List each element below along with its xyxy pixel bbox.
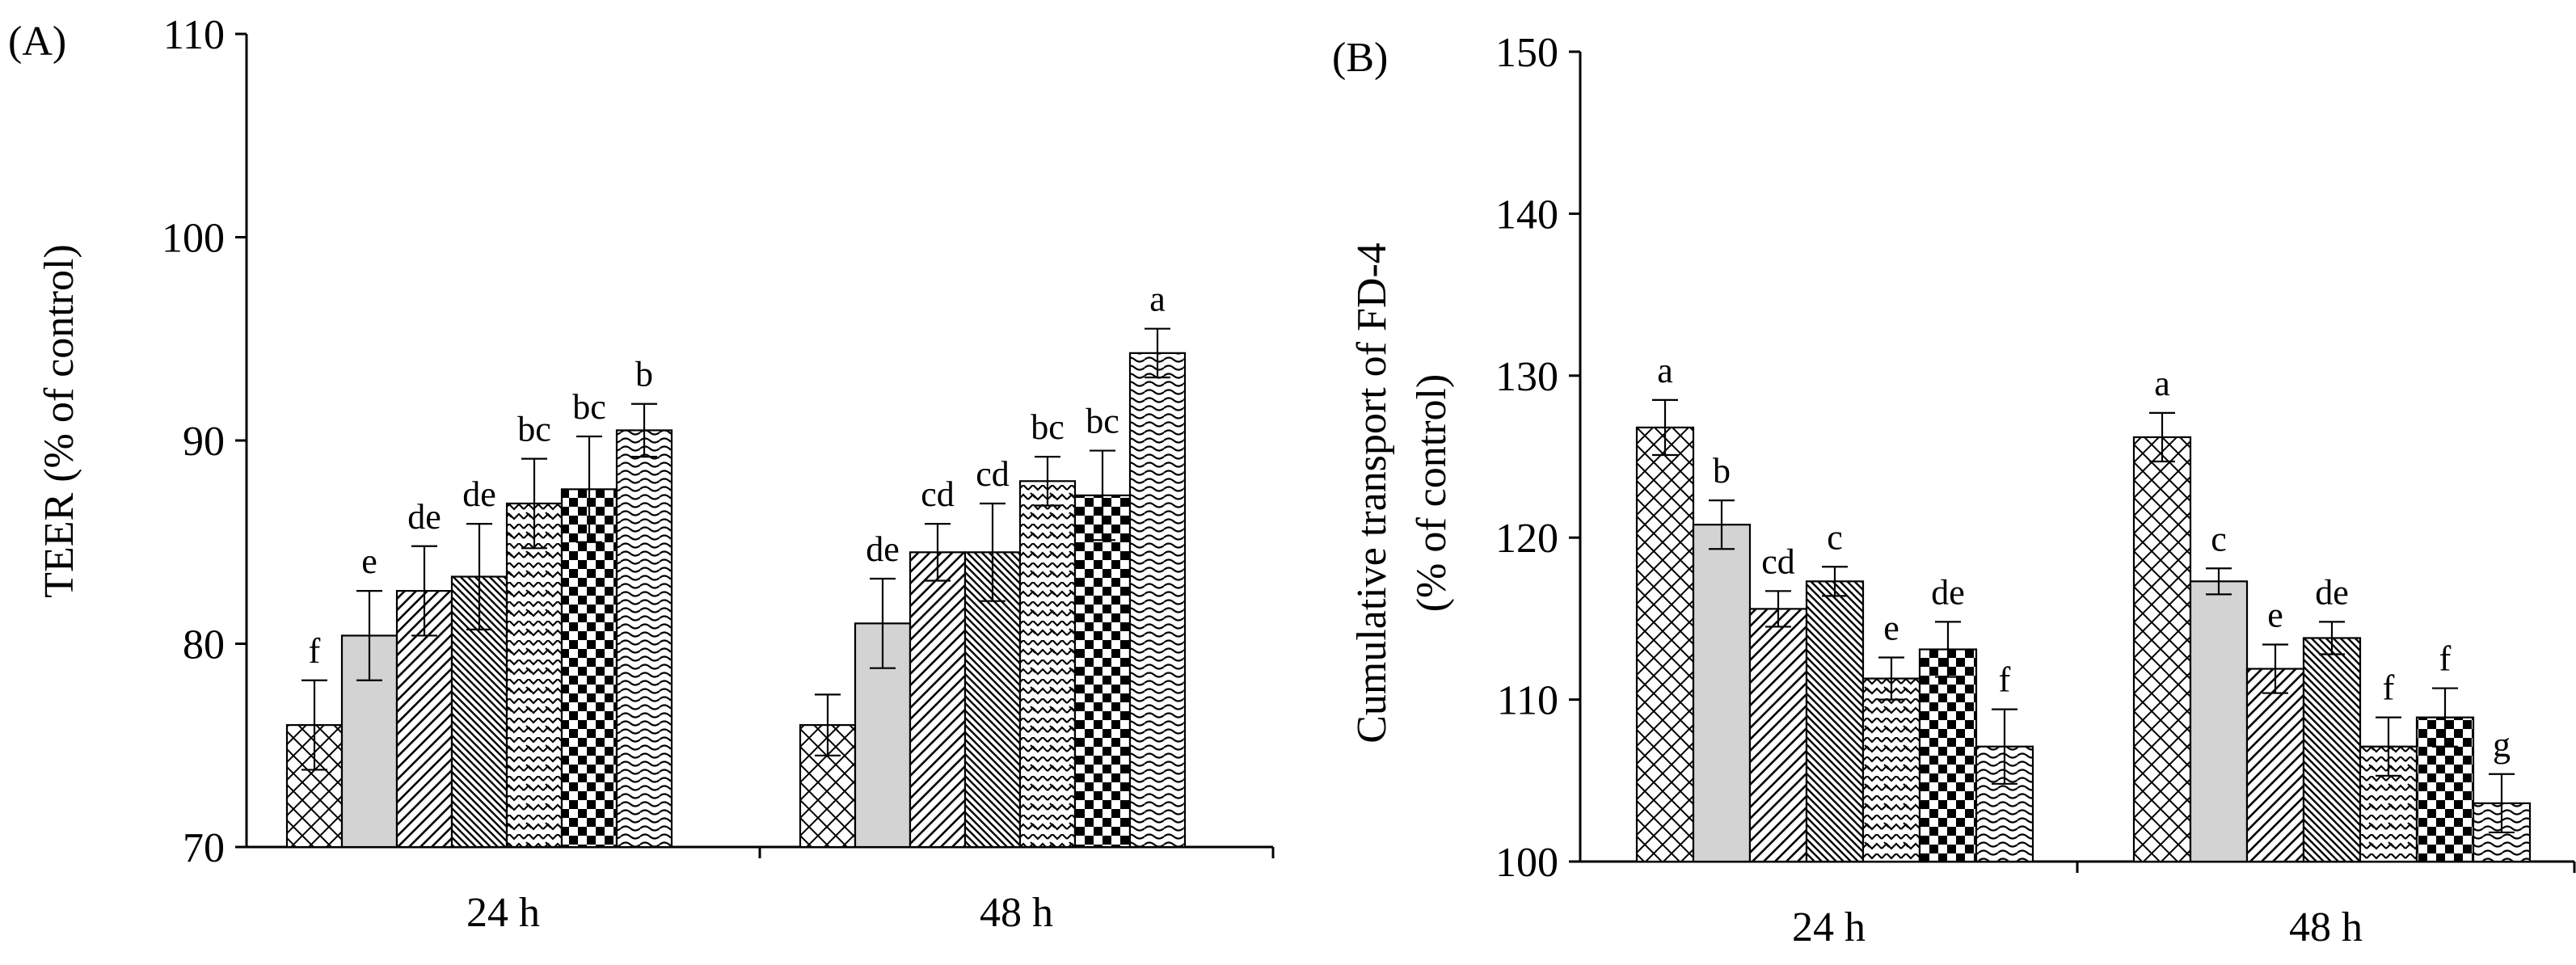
significance-label: e: [2267, 595, 2283, 634]
y-tick-label: 70: [183, 825, 225, 871]
bar: [560, 488, 618, 849]
significance-label: c: [2211, 519, 2227, 558]
bar: [1018, 480, 1077, 849]
significance-label: c: [1827, 517, 1843, 557]
significance-label: b: [1713, 451, 1731, 491]
significance-label: a: [2154, 364, 2170, 403]
significance-label: de: [1931, 572, 1965, 612]
bar: [1861, 677, 1921, 863]
bar: [2132, 436, 2192, 863]
y-tick-label: 90: [183, 419, 225, 465]
bar: [1073, 494, 1132, 849]
significance-label: f: [1999, 660, 2011, 700]
bar: [1635, 426, 1695, 863]
significance-label: cd: [1761, 541, 1795, 581]
panel-b: (B) Cumulative transport of FD-4 (% of c…: [1332, 30, 2576, 950]
panel-a-ylabel: TEER (% of control): [36, 244, 82, 598]
significance-label: a: [1149, 280, 1166, 319]
y-tick-label: 150: [1495, 30, 1558, 76]
bar: [2245, 668, 2305, 863]
significance-label: de: [866, 529, 900, 569]
y-tick-label: 100: [1495, 840, 1558, 886]
y-tick-label: 140: [1495, 192, 1558, 238]
significance-label: de: [2315, 572, 2349, 612]
bar: [1692, 524, 1752, 863]
significance-label: e: [361, 541, 377, 581]
significance-label: f: [309, 631, 321, 671]
bar: [1918, 648, 1978, 863]
y-tick-label: 80: [183, 622, 225, 668]
panel-b-ylabel-line2: (% of control): [1409, 374, 1455, 613]
panel-b-label: (B): [1332, 35, 1388, 81]
category-label: 24 h: [466, 890, 540, 936]
bar: [1128, 352, 1187, 849]
significance-label: f: [2383, 668, 2395, 708]
significance-label: f: [2439, 639, 2452, 679]
significance-label: bc: [1031, 407, 1065, 447]
significance-label: de: [462, 474, 496, 514]
category-label: 48 h: [2289, 904, 2363, 950]
bar: [615, 429, 673, 849]
bar: [1805, 580, 1865, 863]
significance-label: cd: [921, 474, 955, 514]
y-tick-label: 110: [163, 12, 225, 58]
category-label: 48 h: [980, 890, 1053, 936]
category-label: 24 h: [1792, 904, 1866, 950]
bar: [2189, 580, 2249, 863]
significance-label: g: [2493, 725, 2511, 765]
y-tick-label: 120: [1495, 516, 1558, 562]
significance-label: cd: [976, 454, 1010, 494]
panel-a: (A) TEER (% of control) 70 80 90 100 110 24 h…: [8, 12, 1275, 936]
panel-a-label: (A): [8, 19, 66, 65]
bar: [2302, 637, 2362, 863]
y-tick-label: 130: [1495, 354, 1558, 400]
y-tick-label: 100: [162, 216, 225, 262]
significance-label: bc: [517, 410, 551, 449]
bar: [1748, 608, 1808, 863]
significance-label: de: [407, 497, 441, 537]
significance-label: bc: [572, 387, 606, 427]
significance-label: a: [1657, 351, 1673, 390]
bar: [909, 551, 967, 849]
panel-b-ylabel-line1: Cumulative transport of FD-4: [1349, 242, 1395, 744]
significance-label: e: [1883, 608, 1899, 647]
bar: [505, 502, 563, 849]
significance-label: b: [635, 355, 653, 394]
y-tick-label: 110: [1497, 678, 1558, 724]
significance-label: bc: [1086, 402, 1119, 441]
